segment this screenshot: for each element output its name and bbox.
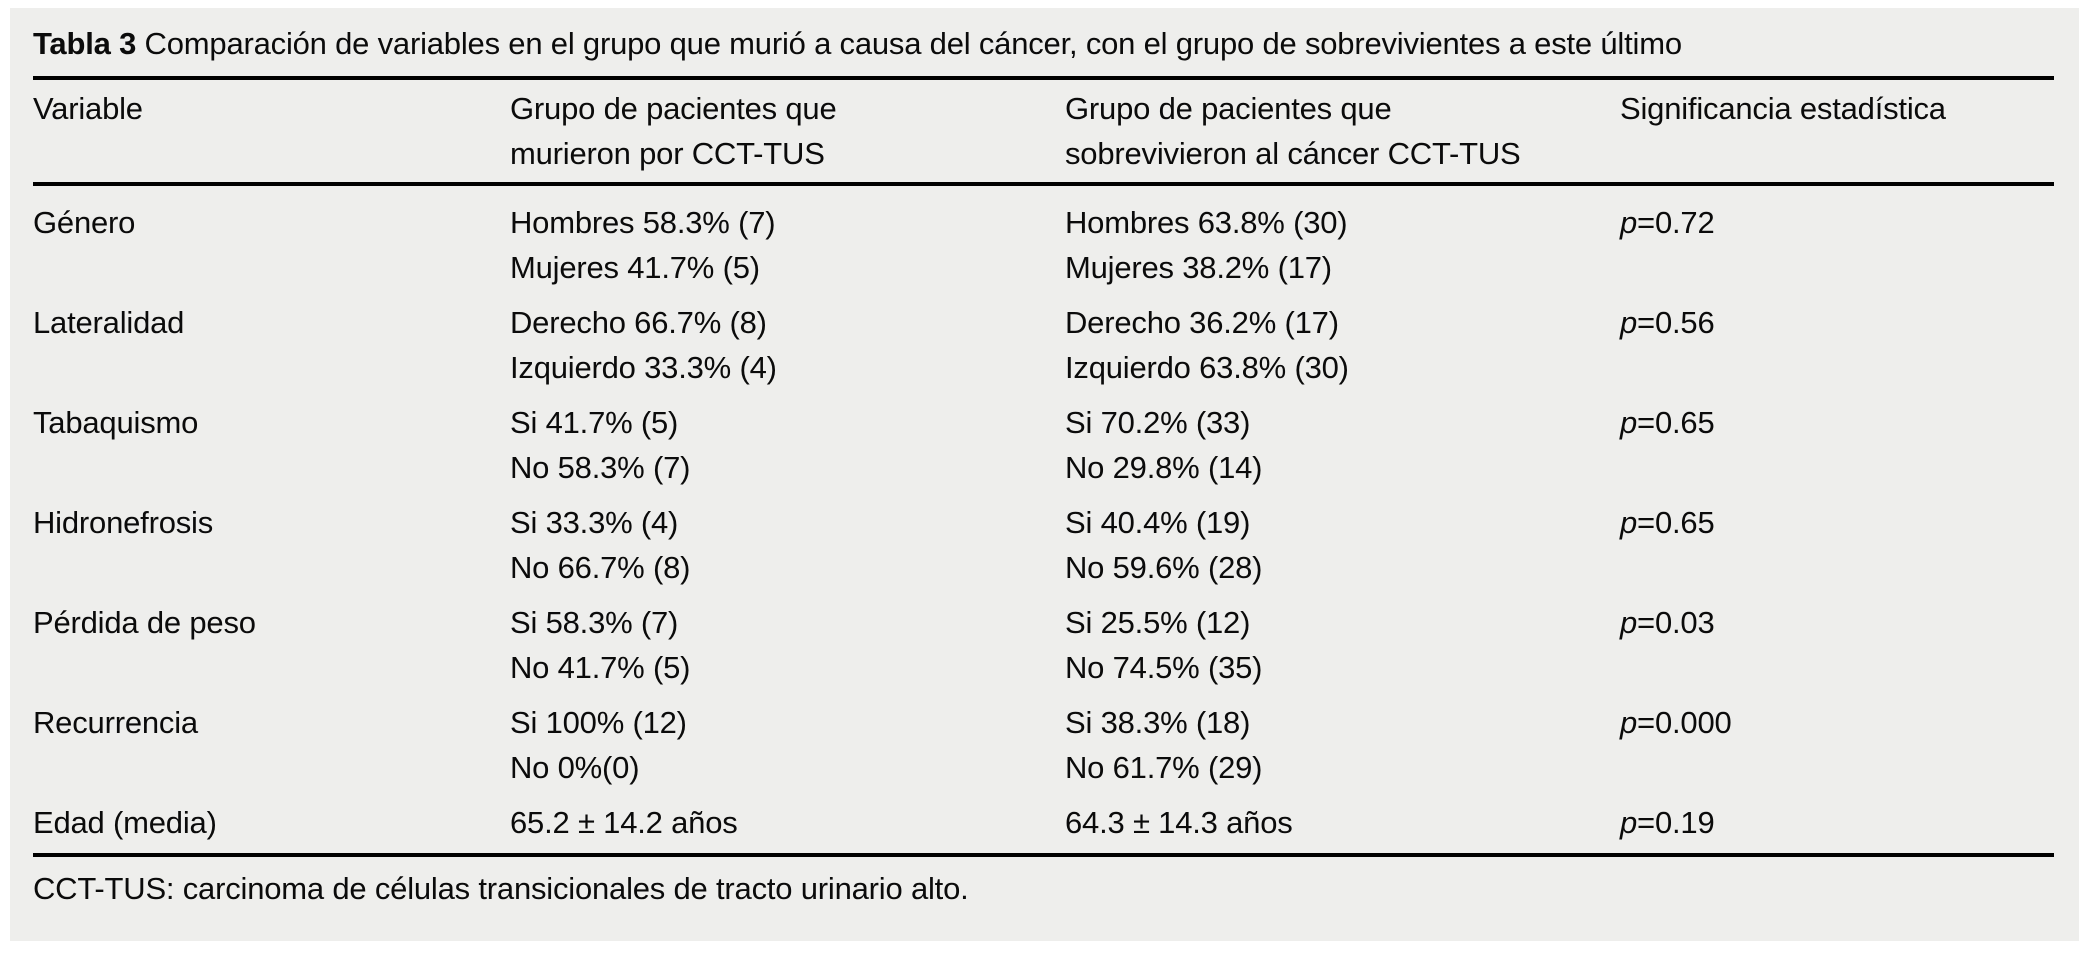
cell-line: Hombres 63.8% (30) bbox=[1065, 205, 1348, 240]
cell-line: Si 25.5% (12) bbox=[1065, 605, 1251, 640]
p-value: p=0.72 bbox=[1620, 205, 1715, 240]
cell-variable: Lateralidad bbox=[33, 300, 510, 345]
header-cell-survived-group: Grupo de pacientes que sobrevivieron al … bbox=[1065, 86, 1620, 176]
cell-line: Si 41.7% (5) bbox=[510, 405, 679, 440]
header-line: Grupo de pacientes que bbox=[510, 91, 837, 126]
cell-pvalue: p=0.03 bbox=[1620, 600, 2054, 645]
cell-pvalue: p=0.72 bbox=[1620, 200, 2054, 245]
cell-pvalue: p=0.65 bbox=[1620, 400, 2054, 445]
cell-survived-group: Derecho 36.2% (17) Izquierdo 63.8% (30) bbox=[1065, 300, 1620, 390]
header-cell-significance: Significancia estadística bbox=[1620, 86, 2054, 131]
table-title: Tabla 3 Comparación de variables en el g… bbox=[33, 24, 2054, 64]
p-value: p=0.19 bbox=[1620, 805, 1715, 840]
cell-line: No 29.8% (14) bbox=[1065, 450, 1263, 485]
cell-survived-group: Si 70.2% (33) No 29.8% (14) bbox=[1065, 400, 1620, 490]
cell-died-group: Si 41.7% (5) No 58.3% (7) bbox=[510, 400, 1065, 490]
cell-line: 65.2 ± 14.2 años bbox=[510, 805, 738, 840]
cell-line: Si 38.3% (18) bbox=[1065, 705, 1251, 740]
cell-line: No 58.3% (7) bbox=[510, 450, 691, 485]
variable-label: Tabaquismo bbox=[33, 405, 199, 440]
cell-line: Derecho 36.2% (17) bbox=[1065, 305, 1339, 340]
cell-line: Si 70.2% (33) bbox=[1065, 405, 1251, 440]
cell-died-group: 65.2 ± 14.2 años bbox=[510, 800, 1065, 845]
table-panel: Tabla 3 Comparación de variables en el g… bbox=[10, 8, 2079, 941]
top-rule bbox=[33, 76, 2054, 80]
cell-line: Mujeres 41.7% (5) bbox=[510, 250, 760, 285]
header-line: Significancia estadística bbox=[1620, 91, 1946, 126]
header-line: sobrevivieron al cáncer CCT-TUS bbox=[1065, 136, 1521, 171]
p-value: p=0.000 bbox=[1620, 705, 1732, 740]
header-line: Grupo de pacientes que bbox=[1065, 91, 1392, 126]
table-row-hidronefrosis: Hidronefrosis Si 33.3% (4) No 66.7% (8) … bbox=[33, 500, 2054, 590]
cell-survived-group: Hombres 63.8% (30) Mujeres 38.2% (17) bbox=[1065, 200, 1620, 290]
variable-label: Recurrencia bbox=[33, 705, 198, 740]
cell-survived-group: Si 38.3% (18) No 61.7% (29) bbox=[1065, 700, 1620, 790]
cell-line: Si 100% (12) bbox=[510, 705, 687, 740]
cell-variable: Hidronefrosis bbox=[33, 500, 510, 545]
cell-died-group: Si 100% (12) No 0%(0) bbox=[510, 700, 1065, 790]
cell-survived-group: Si 40.4% (19) No 59.6% (28) bbox=[1065, 500, 1620, 590]
p-value: p=0.56 bbox=[1620, 305, 1715, 340]
header-row: Variable Grupo de pacientes que murieron… bbox=[33, 80, 2054, 182]
cell-line: Si 33.3% (4) bbox=[510, 505, 679, 540]
p-value: p=0.03 bbox=[1620, 605, 1715, 640]
cell-line: Hombres 58.3% (7) bbox=[510, 205, 776, 240]
table-row-tabaquismo: Tabaquismo Si 41.7% (5) No 58.3% (7) Si … bbox=[33, 400, 2054, 490]
cell-variable: Tabaquismo bbox=[33, 400, 510, 445]
cell-line: Derecho 66.7% (8) bbox=[510, 305, 767, 340]
variable-label: Edad (media) bbox=[33, 805, 217, 840]
cell-died-group: Si 58.3% (7) No 41.7% (5) bbox=[510, 600, 1065, 690]
table-row-edad-media: Edad (media) 65.2 ± 14.2 años 64.3 ± 14.… bbox=[33, 800, 2054, 845]
p-value: p=0.65 bbox=[1620, 405, 1715, 440]
cell-died-group: Hombres 58.3% (7) Mujeres 41.7% (5) bbox=[510, 200, 1065, 290]
cell-line: 64.3 ± 14.3 años bbox=[1065, 805, 1293, 840]
cell-line: No 74.5% (35) bbox=[1065, 650, 1263, 685]
variable-label: Pérdida de peso bbox=[33, 605, 256, 640]
variable-label: Hidronefrosis bbox=[33, 505, 214, 540]
cell-survived-group: Si 25.5% (12) No 74.5% (35) bbox=[1065, 600, 1620, 690]
cell-pvalue: p=0.56 bbox=[1620, 300, 2054, 345]
table-number-label: Tabla 3 bbox=[33, 26, 137, 61]
header-line: Variable bbox=[33, 91, 143, 126]
cell-line: Si 40.4% (19) bbox=[1065, 505, 1251, 540]
table-body: Género Hombres 58.3% (7) Mujeres 41.7% (… bbox=[33, 186, 2054, 853]
cell-variable: Género bbox=[33, 200, 510, 245]
p-value: p=0.65 bbox=[1620, 505, 1715, 540]
cell-line: No 61.7% (29) bbox=[1065, 750, 1263, 785]
table-footnote: CCT-TUS: carcinoma de células transicion… bbox=[33, 871, 969, 906]
bottom-rule bbox=[33, 853, 2054, 857]
cell-pvalue: p=0.65 bbox=[1620, 500, 2054, 545]
header-rule bbox=[33, 182, 2054, 186]
cell-line: No 66.7% (8) bbox=[510, 550, 691, 585]
cell-line: Izquierdo 33.3% (4) bbox=[510, 350, 777, 385]
variable-label: Lateralidad bbox=[33, 305, 185, 340]
cell-survived-group: 64.3 ± 14.3 años bbox=[1065, 800, 1620, 845]
table-row-genero: Género Hombres 58.3% (7) Mujeres 41.7% (… bbox=[33, 200, 2054, 290]
cell-line: Izquierdo 63.8% (30) bbox=[1065, 350, 1349, 385]
cell-died-group: Si 33.3% (4) No 66.7% (8) bbox=[510, 500, 1065, 590]
cell-died-group: Derecho 66.7% (8) Izquierdo 33.3% (4) bbox=[510, 300, 1065, 390]
table-row-lateralidad: Lateralidad Derecho 66.7% (8) Izquierdo … bbox=[33, 300, 2054, 390]
cell-line: Si 58.3% (7) bbox=[510, 605, 679, 640]
table-row-recurrencia: Recurrencia Si 100% (12) No 0%(0) Si 38.… bbox=[33, 700, 2054, 790]
cell-line: No 41.7% (5) bbox=[510, 650, 691, 685]
header-cell-variable: Variable bbox=[33, 86, 510, 131]
cell-variable: Pérdida de peso bbox=[33, 600, 510, 645]
cell-line: No 59.6% (28) bbox=[1065, 550, 1263, 585]
cell-pvalue: p=0.19 bbox=[1620, 800, 2054, 845]
header-cell-died-group: Grupo de pacientes que murieron por CCT-… bbox=[510, 86, 1065, 176]
cell-variable: Edad (media) bbox=[33, 800, 510, 845]
cell-line: Mujeres 38.2% (17) bbox=[1065, 250, 1332, 285]
table-row-perdida-de-peso: Pérdida de peso Si 58.3% (7) No 41.7% (5… bbox=[33, 600, 2054, 690]
cell-pvalue: p=0.000 bbox=[1620, 700, 2054, 745]
variable-label: Género bbox=[33, 205, 136, 240]
header-line: murieron por CCT-TUS bbox=[510, 136, 825, 171]
cell-line: No 0%(0) bbox=[510, 750, 640, 785]
cell-variable: Recurrencia bbox=[33, 700, 510, 745]
table-title-text: Comparación de variables en el grupo que… bbox=[144, 26, 1683, 61]
